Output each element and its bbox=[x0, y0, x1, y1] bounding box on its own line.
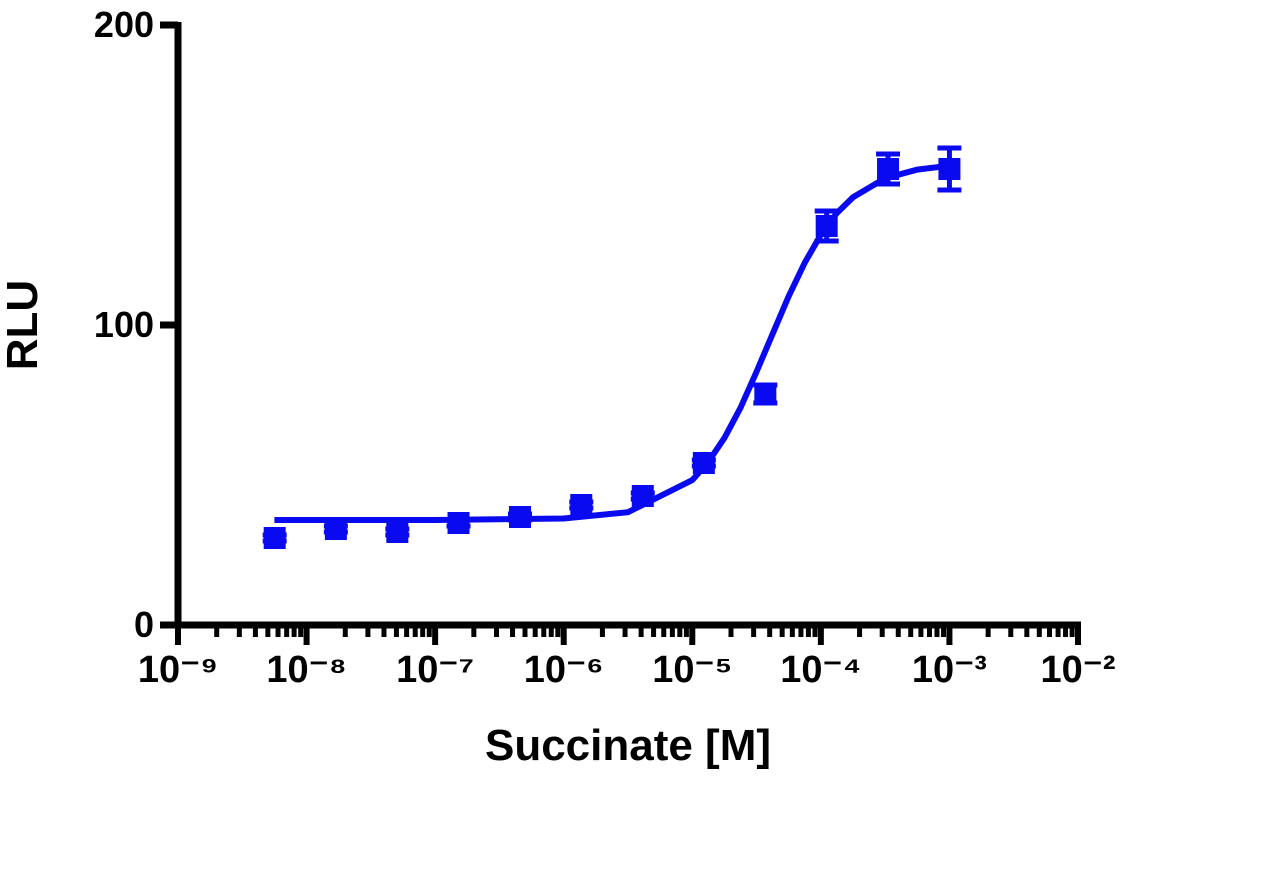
x-tick-label: 10⁻³ bbox=[912, 649, 987, 691]
fit-curve bbox=[274, 162, 950, 523]
data-point bbox=[815, 215, 838, 237]
data-point bbox=[508, 506, 531, 528]
x-tick-label: 10⁻⁷ bbox=[396, 649, 474, 691]
data-point bbox=[938, 158, 961, 180]
y-tick-label: 0 bbox=[134, 604, 154, 645]
y-axis-label: RLU bbox=[0, 280, 47, 370]
data-point bbox=[877, 158, 900, 180]
data-point bbox=[324, 518, 347, 540]
data-point bbox=[570, 494, 593, 516]
data-point bbox=[447, 512, 470, 534]
data-point bbox=[386, 521, 409, 543]
y-tick-label: 100 bbox=[94, 304, 154, 345]
y-tick-label: 200 bbox=[94, 4, 154, 45]
x-tick-label: 10⁻⁸ bbox=[266, 649, 346, 691]
data-point bbox=[692, 452, 715, 474]
data-point bbox=[631, 485, 654, 507]
x-tick-label: 10⁻⁵ bbox=[652, 649, 732, 691]
data-point bbox=[754, 383, 777, 405]
x-axis-label: Succinate [M] bbox=[485, 721, 771, 770]
x-tick-label: 10⁻⁴ bbox=[780, 649, 861, 691]
x-tick-label: 10⁻⁹ bbox=[138, 649, 218, 691]
x-tick-label: 10⁻² bbox=[1041, 649, 1116, 691]
data-point bbox=[263, 527, 286, 549]
x-tick-label: 10⁻⁶ bbox=[524, 649, 604, 691]
